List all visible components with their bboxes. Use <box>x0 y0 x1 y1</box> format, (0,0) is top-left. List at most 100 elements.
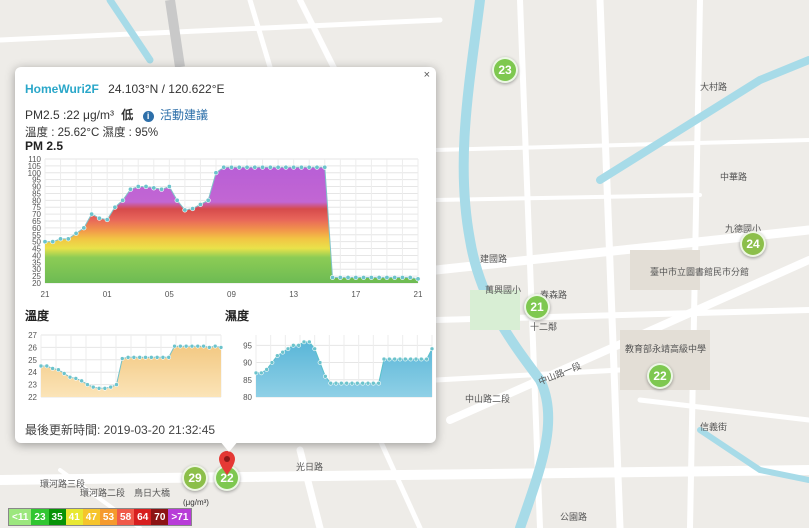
data-point <box>67 374 73 380</box>
y-tick-label: 55 <box>32 231 41 240</box>
data-point <box>195 343 201 349</box>
data-point <box>244 164 250 170</box>
marker-value: 29 <box>188 471 202 485</box>
last-updated: 最後更新時間: 2019-03-20 21:32:45 <box>25 423 216 437</box>
street-label: 教育部永靖高級中學 <box>625 343 706 354</box>
data-point <box>44 363 50 369</box>
data-point <box>207 345 212 350</box>
data-point <box>312 346 317 352</box>
aqi-marker[interactable]: 24 <box>740 231 766 257</box>
legend-item: 41 <box>65 509 83 525</box>
data-point <box>314 164 320 170</box>
data-point <box>120 197 126 203</box>
data-point <box>317 360 323 365</box>
aqi-marker[interactable]: 23 <box>492 57 518 83</box>
station-coords: 24.103°N / 120.622°E <box>108 82 225 96</box>
pm-summary: PM2.5 :22 μg/m³ 低 i 活動建議 <box>25 106 208 123</box>
data-point <box>413 356 419 362</box>
street-label: 環河路二段 <box>80 487 125 498</box>
legend-item: 47 <box>82 509 100 525</box>
data-point <box>368 274 374 280</box>
data-point <box>108 384 113 390</box>
data-point <box>384 274 390 280</box>
street-label: 信義街 <box>700 421 727 432</box>
aqi-marker[interactable]: 21 <box>524 294 550 320</box>
close-icon[interactable]: × <box>423 69 430 81</box>
data-point <box>301 339 307 345</box>
data-point <box>205 197 211 203</box>
legend-item: 53 <box>99 509 118 525</box>
data-point <box>102 386 108 391</box>
data-point <box>79 378 84 384</box>
data-point <box>81 225 87 231</box>
y-tick-label: 35 <box>32 258 41 267</box>
pm-area <box>45 167 418 283</box>
marker-value: 22 <box>653 369 667 383</box>
data-point <box>166 355 172 360</box>
x-tick-label: 05 <box>165 290 174 299</box>
data-point <box>131 355 137 360</box>
y-tick-label: 45 <box>32 245 41 254</box>
data-point <box>90 384 96 390</box>
data-point <box>291 164 297 170</box>
popup-header: HomeWuri2F 24.103°N / 120.622°E <box>25 82 225 96</box>
data-point <box>429 346 435 352</box>
legend-item: 35 <box>48 509 66 525</box>
data-point <box>96 215 102 221</box>
y-tick-label: 110 <box>28 155 41 164</box>
x-tick-label: 13 <box>289 290 298 299</box>
y-tick-label: 85 <box>243 376 252 385</box>
temp-humidity: 溫度 : 25.62°C 濕度 : 95% <box>25 127 159 139</box>
y-tick-label: 60 <box>32 224 41 233</box>
street-label: 中華路 <box>720 171 747 182</box>
x-tick-label: 21 <box>414 290 423 299</box>
y-tick-label: 22 <box>28 393 37 402</box>
data-point <box>125 355 131 360</box>
aqi-marker[interactable]: 29 <box>182 465 208 491</box>
data-point <box>114 382 119 387</box>
data-point <box>349 380 355 386</box>
y-tick-label: 40 <box>32 251 41 260</box>
data-point <box>154 355 160 360</box>
street-label: 環河路三段 <box>40 478 85 489</box>
data-point <box>42 239 48 245</box>
data-point <box>166 184 172 190</box>
data-point <box>174 197 180 203</box>
street-label: 建國路 <box>480 253 507 264</box>
y-tick-label: 95 <box>32 176 41 185</box>
humidity-line <box>256 341 433 384</box>
data-point <box>415 276 421 282</box>
y-tick-label: 65 <box>32 217 41 226</box>
aqi-marker[interactable]: 22 <box>647 363 673 389</box>
aqi-marker-selected[interactable]: 22 <box>214 465 240 491</box>
legend-item: 64 <box>134 509 152 525</box>
data-point <box>236 164 242 170</box>
x-tick-label: 09 <box>227 290 236 299</box>
pm-legend: <11 23 35 41 47 53 58 64 70 >71 <box>8 508 193 526</box>
data-point <box>353 274 359 280</box>
station-name[interactable]: HomeWuri2F <box>25 82 99 96</box>
street-label: 九德國小 <box>725 223 761 234</box>
y-tick-label: 26 <box>28 343 37 352</box>
y-tick-label: 80 <box>32 196 41 205</box>
data-point <box>397 356 403 362</box>
data-point <box>408 356 413 362</box>
y-tick-label: 24 <box>28 368 37 377</box>
data-point <box>190 206 196 212</box>
data-point <box>182 207 188 213</box>
data-point <box>160 355 166 360</box>
data-point <box>419 356 424 362</box>
data-point <box>149 355 154 360</box>
humidity-area <box>256 341 432 397</box>
station-popup: × HomeWuri2F 24.103°N / 120.622°E PM2.5 … <box>15 67 436 443</box>
activity-advice-link[interactable]: 活動建議 <box>160 108 209 122</box>
marker-value: 23 <box>498 63 512 77</box>
data-point <box>399 274 405 280</box>
data-point <box>275 353 280 358</box>
street-label: 公園路 <box>560 511 587 522</box>
humidity-chart-title: 濕度 <box>225 309 250 323</box>
data-point <box>143 184 149 190</box>
data-point <box>344 380 349 386</box>
data-point <box>371 380 376 386</box>
legend-item: 58 <box>117 509 135 525</box>
